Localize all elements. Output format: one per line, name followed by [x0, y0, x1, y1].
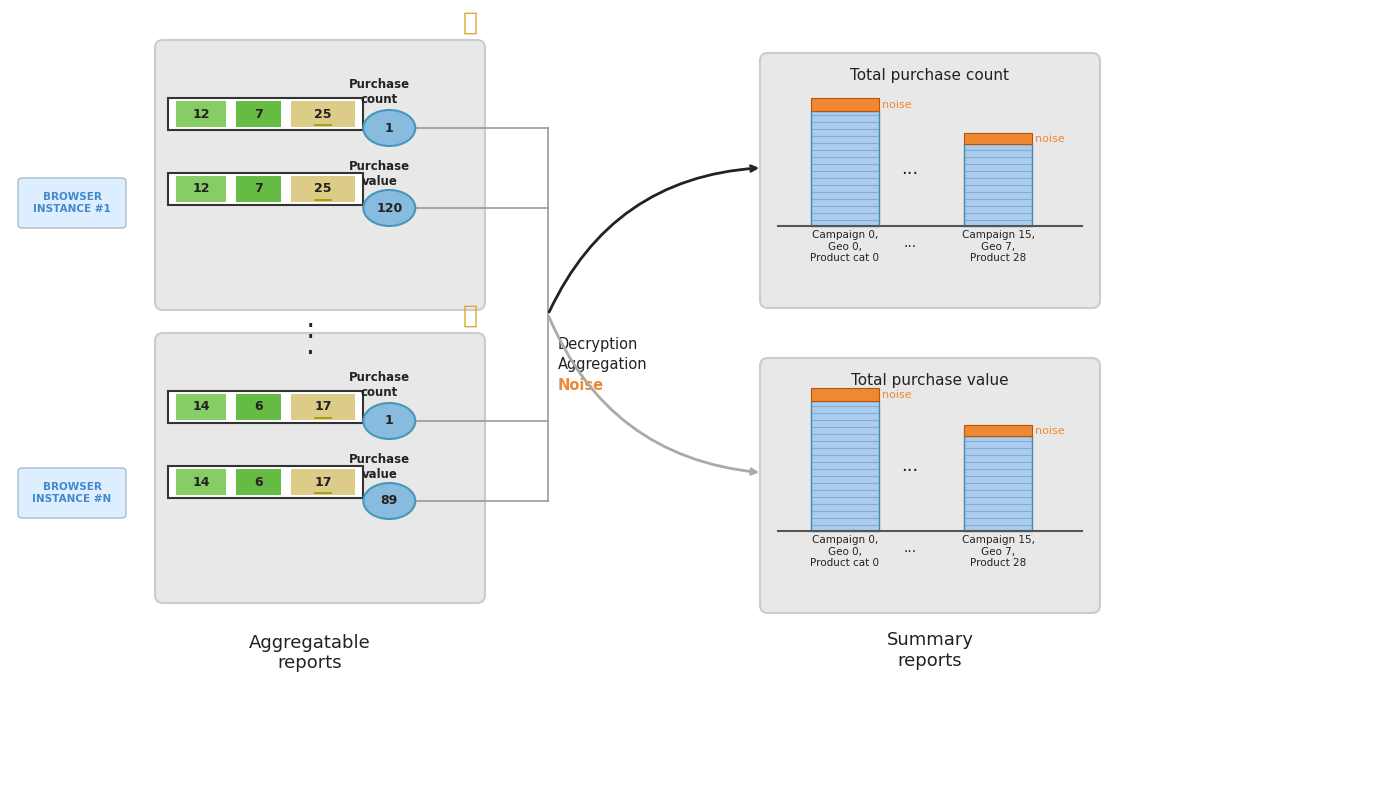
- Ellipse shape: [363, 110, 415, 146]
- Text: noise: noise: [882, 100, 911, 109]
- Text: 14: 14: [192, 476, 210, 488]
- Bar: [176, 469, 227, 495]
- Text: Decryption: Decryption: [558, 338, 639, 353]
- Text: noise: noise: [1035, 133, 1065, 144]
- Text: Purchase
value: Purchase value: [349, 453, 409, 481]
- Text: Total purchase count: Total purchase count: [851, 68, 1010, 83]
- Text: 17: 17: [315, 401, 331, 413]
- Text: 25: 25: [315, 108, 331, 120]
- Text: ...: ...: [903, 541, 916, 555]
- Ellipse shape: [363, 483, 415, 519]
- Text: Campaign 15,
Geo 7,
Product 28: Campaign 15, Geo 7, Product 28: [962, 535, 1035, 568]
- Text: 25: 25: [315, 183, 331, 196]
- Bar: [176, 394, 227, 420]
- Text: 7: 7: [254, 183, 262, 196]
- Text: ...: ...: [901, 457, 918, 475]
- Bar: [965, 436, 1032, 531]
- Text: .: .: [305, 332, 315, 360]
- Text: 12: 12: [192, 108, 210, 120]
- Text: 🔒: 🔒: [463, 304, 478, 328]
- Text: Aggregation: Aggregation: [558, 358, 647, 373]
- Bar: [291, 394, 354, 420]
- FancyBboxPatch shape: [760, 53, 1101, 308]
- Bar: [168, 466, 363, 498]
- Text: 17: 17: [315, 476, 331, 488]
- Text: 89: 89: [381, 495, 398, 508]
- Text: BROWSER
INSTANCE #N: BROWSER INSTANCE #N: [33, 482, 111, 504]
- Bar: [965, 133, 1032, 144]
- Bar: [291, 176, 354, 202]
- FancyBboxPatch shape: [155, 40, 485, 310]
- Bar: [168, 98, 363, 130]
- Bar: [811, 388, 879, 401]
- Bar: [291, 101, 354, 127]
- Text: 6: 6: [254, 476, 262, 488]
- Text: 1: 1: [385, 414, 394, 428]
- Bar: [236, 394, 282, 420]
- Bar: [811, 111, 879, 226]
- Text: 7: 7: [254, 108, 262, 120]
- Text: Total purchase value: Total purchase value: [851, 373, 1009, 388]
- Text: Purchase
count: Purchase count: [349, 371, 409, 399]
- Ellipse shape: [363, 403, 415, 439]
- Text: 🔒: 🔒: [463, 11, 478, 35]
- Text: noise: noise: [882, 389, 911, 400]
- Text: Campaign 0,
Geo 0,
Product cat 0: Campaign 0, Geo 0, Product cat 0: [811, 535, 879, 568]
- Text: ...: ...: [903, 236, 916, 250]
- Bar: [176, 176, 227, 202]
- Text: 6: 6: [254, 401, 262, 413]
- Bar: [291, 469, 354, 495]
- Text: Aggregatable
reports: Aggregatable reports: [249, 634, 371, 673]
- Text: Campaign 15,
Geo 7,
Product 28: Campaign 15, Geo 7, Product 28: [962, 230, 1035, 263]
- Text: 12: 12: [192, 183, 210, 196]
- Bar: [965, 425, 1032, 436]
- Text: :: :: [305, 316, 315, 344]
- Bar: [168, 173, 363, 205]
- Text: noise: noise: [1035, 425, 1065, 436]
- Text: 120: 120: [376, 202, 403, 215]
- Text: Campaign 0,
Geo 0,
Product cat 0: Campaign 0, Geo 0, Product cat 0: [811, 230, 879, 263]
- FancyBboxPatch shape: [18, 468, 126, 518]
- Text: Purchase
count: Purchase count: [349, 78, 409, 106]
- Text: Summary
reports: Summary reports: [886, 631, 974, 670]
- Bar: [811, 401, 879, 531]
- FancyBboxPatch shape: [155, 333, 485, 603]
- Bar: [176, 101, 227, 127]
- Text: ...: ...: [901, 160, 918, 177]
- Bar: [168, 391, 363, 423]
- Bar: [236, 101, 282, 127]
- FancyBboxPatch shape: [18, 178, 126, 228]
- Text: 1: 1: [385, 121, 394, 135]
- FancyBboxPatch shape: [760, 358, 1101, 613]
- Ellipse shape: [363, 190, 415, 226]
- Bar: [811, 98, 879, 111]
- Text: Purchase
value: Purchase value: [349, 160, 409, 188]
- Text: Noise: Noise: [558, 377, 605, 393]
- Bar: [965, 144, 1032, 226]
- Text: BROWSER
INSTANCE #1: BROWSER INSTANCE #1: [33, 192, 111, 214]
- Bar: [236, 469, 282, 495]
- Text: 14: 14: [192, 401, 210, 413]
- Bar: [236, 176, 282, 202]
